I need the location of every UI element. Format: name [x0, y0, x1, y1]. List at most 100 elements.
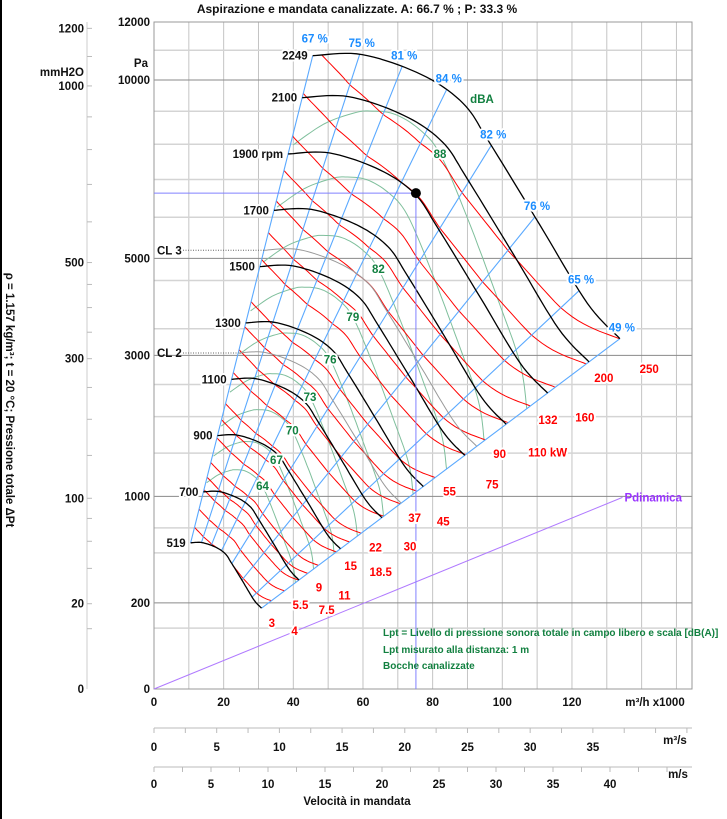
- power-curve-200: [302, 93, 587, 365]
- mmh2o-tick-label: 1200: [58, 23, 84, 35]
- power-label: 160: [575, 412, 594, 424]
- dynamic-pressure-label: Pdinamica: [624, 492, 682, 504]
- power-curve-37: [238, 349, 401, 505]
- power-label: 200: [594, 373, 613, 385]
- m3s-tick-label: 10: [273, 742, 286, 754]
- power-curve-132: [283, 170, 531, 407]
- mmh2o-tick-label: 500: [65, 258, 84, 270]
- speed-curve-2249: [312, 52, 621, 340]
- sound-label: 88: [434, 149, 447, 161]
- x-tick-label: 120: [562, 697, 581, 709]
- x-tick-label: 20: [217, 697, 230, 709]
- x-tick-label: 0: [151, 697, 157, 709]
- pa-tick-label: 5000: [124, 253, 150, 265]
- power-label: 22: [369, 542, 382, 554]
- power-label: 7.5: [319, 605, 336, 617]
- pa-tick-label: 3000: [124, 350, 150, 362]
- speed-label: 2249: [282, 51, 308, 63]
- m3s-tick-label: 15: [336, 742, 349, 754]
- speed-label: 1100: [202, 374, 227, 386]
- power-label: 5.5: [292, 600, 309, 612]
- x-tick-label: 100: [493, 697, 512, 709]
- mmh2o-tick-label: 100: [65, 493, 84, 505]
- power-label: 18.5: [369, 567, 392, 579]
- power-label: 110 kW: [528, 448, 567, 460]
- mmh2o-unit: mmH2O: [40, 67, 84, 79]
- power-curve-250: [314, 53, 620, 340]
- power-label: 4: [291, 626, 298, 638]
- sound-unit-label: dBA: [470, 94, 494, 106]
- speed-curve-1100: [231, 377, 383, 519]
- speed-curve-1900: [288, 151, 549, 394]
- speed-label: 519: [166, 538, 185, 550]
- pa-tick-label: 200: [131, 598, 150, 610]
- ms-tick-label: 25: [433, 779, 446, 791]
- speed-label: 700: [179, 487, 198, 499]
- note-ducted-distance: Lpt misurato alla distanza: 1 m: [383, 645, 529, 656]
- mmh2o-tick-label: 1000: [58, 81, 84, 93]
- efficiency-label: 84 %: [436, 73, 462, 85]
- speed-curve-1700: [273, 207, 507, 425]
- pa-tick-label: 12000: [118, 17, 150, 29]
- power-curve-160: [292, 135, 556, 388]
- sound-curve-79: [250, 286, 414, 496]
- speed-label: 1900 rpm: [233, 149, 284, 161]
- chart-title: Aspirazione e mandata canalizzate. A: 66…: [197, 2, 518, 16]
- efficiency-label: 81 %: [391, 50, 417, 62]
- sound-curve-70: [220, 409, 335, 555]
- power-curve-15: [216, 437, 337, 553]
- ms-tick-label: 30: [490, 779, 503, 791]
- speed-label: 1700: [243, 205, 269, 217]
- sound-label: 82: [372, 264, 385, 276]
- power-curve-30: [232, 372, 384, 517]
- power-label: 250: [640, 364, 659, 376]
- ms-tick-label: 15: [319, 779, 332, 791]
- power-curve-45: [244, 326, 418, 492]
- power-curve-75: [261, 259, 466, 456]
- class-limit-curve: [238, 351, 402, 504]
- m3s-tick-label: 35: [586, 742, 599, 754]
- velocity-axis-title: Velocità in mandata: [303, 796, 411, 808]
- power-label: 30: [404, 541, 417, 553]
- sound-label: 67: [270, 455, 283, 467]
- efficiency-label: 82 %: [480, 129, 506, 141]
- sound-label: 79: [346, 312, 359, 324]
- power-curve-18.5: [221, 419, 350, 543]
- power-label: 55: [443, 487, 456, 499]
- speed-curve-1500: [259, 264, 466, 456]
- power-label: 90: [493, 449, 506, 461]
- ms-tick-label: 20: [376, 779, 389, 791]
- efficiency-line: [221, 89, 448, 551]
- grid: [86, 21, 693, 772]
- pa-tick-label: 0: [144, 684, 150, 696]
- x-tick-label: 80: [426, 697, 439, 709]
- speed-curve-700: [203, 490, 300, 581]
- ms-tick-label: 35: [547, 779, 560, 791]
- class-limit-label: CL 3: [157, 245, 182, 257]
- efficiency-label: 75 %: [349, 38, 375, 50]
- left-axis-label: ρ = 1.157 kg/m³; t = 20 °C; Pressione to…: [3, 273, 15, 528]
- m3s-tick-label: 25: [461, 742, 474, 754]
- speed-curve-2100: [302, 94, 590, 363]
- power-curve-11: [210, 462, 319, 566]
- x-axis-unit: m³/h x1000: [625, 697, 684, 709]
- speed-curve-900: [217, 433, 341, 550]
- ms-axis-unit: m/s: [668, 769, 688, 781]
- sound-label: 64: [256, 481, 269, 493]
- power-curve-90: [268, 232, 486, 441]
- ms-tick-label: 0: [151, 779, 157, 791]
- speed-label: 1500: [229, 262, 255, 274]
- sound-curve-73: [229, 373, 358, 538]
- efficiency-label: 76 %: [524, 201, 550, 213]
- power-curve-22: [225, 403, 362, 534]
- speed-label: 900: [193, 431, 212, 443]
- power-label: 3: [269, 618, 275, 630]
- efficiency-label: 49 %: [609, 323, 635, 335]
- ms-tick-label: 5: [208, 779, 215, 791]
- efficiency-line: [241, 216, 536, 581]
- m3s-tick-label: 20: [398, 742, 411, 754]
- sound-label: 73: [304, 392, 317, 404]
- speed-label: 2100: [272, 93, 298, 105]
